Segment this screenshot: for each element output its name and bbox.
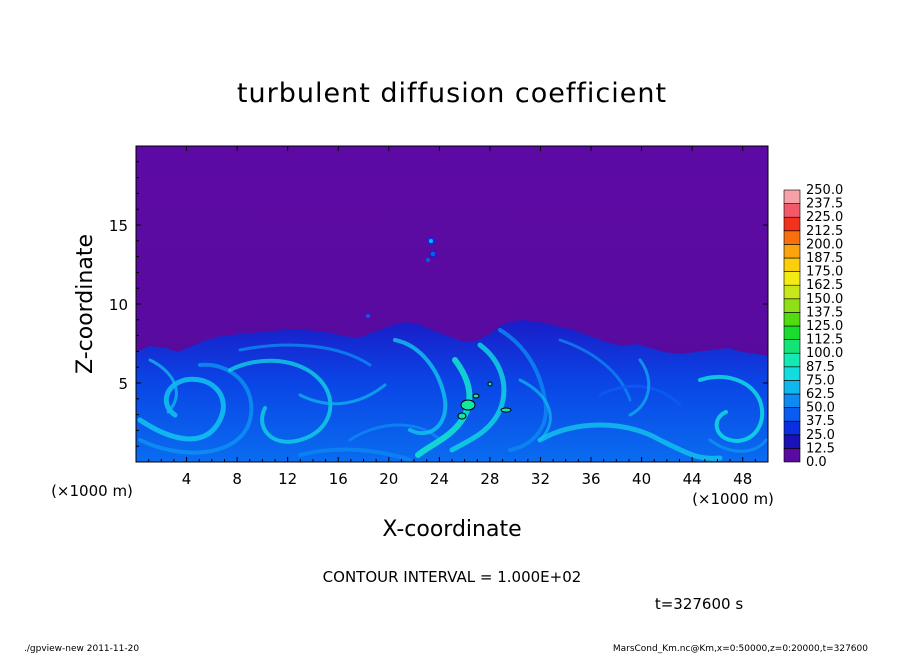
contour-interval: CONTOUR INTERVAL = 1.000E+02 (323, 568, 582, 586)
colorbar-swatch (783, 380, 801, 395)
colorbar-swatch (783, 298, 801, 313)
colorbar-swatch (783, 271, 801, 286)
x-tick-label: 4 (182, 470, 192, 488)
colorbar-label: 162.5 (806, 278, 843, 293)
colorbar-label: 125.0 (806, 319, 843, 334)
colorbar-swatch (783, 325, 801, 340)
x-tick-label: 24 (430, 470, 449, 488)
colorbar-label: 250.0 (806, 183, 843, 198)
colorbar: 0.012.525.037.550.062.575.087.5100.0112.… (783, 183, 843, 470)
y-axis: 5 10 15 (109, 161, 768, 447)
y-axis-label: Z-coordinate (73, 234, 98, 374)
y-tick-label: 10 (109, 296, 128, 314)
colorbar-swatch (783, 407, 801, 422)
colorbar-swatch (783, 189, 801, 204)
chart-title: turbulent diffusion coefficient (237, 78, 667, 109)
colorbar-swatch (783, 339, 801, 354)
colorbar-label: 87.5 (806, 360, 835, 375)
time-label: t=327600 s (655, 595, 743, 613)
colorbar-swatch (783, 366, 801, 381)
x-tick-label: 36 (581, 470, 600, 488)
colorbar-label: 137.5 (806, 305, 843, 320)
x-tick-label: 44 (683, 470, 702, 488)
x-tick-label: 40 (632, 470, 651, 488)
colorbar-swatch (783, 284, 801, 300)
colorbar-swatch (783, 216, 801, 232)
swirl-structures (137, 328, 768, 462)
colorbar-swatch (783, 434, 801, 449)
x-unit-label: (×1000 m) (692, 490, 774, 508)
colorbar-label: 237.5 (806, 197, 843, 212)
colorbar-label: 12.5 (806, 441, 835, 456)
x-axis: 4 8 12 16 20 24 28 32 36 40 44 48 (148, 146, 756, 488)
colorbar-swatch (783, 230, 801, 245)
colorbar-label: 225.0 (806, 210, 843, 225)
colorbar-label: 112.5 (806, 333, 843, 348)
colorbar-swatch (783, 203, 801, 218)
colorbar-swatch (783, 257, 801, 272)
x-tick-label: 32 (531, 470, 550, 488)
colorbar-label: 100.0 (806, 346, 843, 361)
colorbar-label: 187.5 (806, 251, 843, 266)
colorbar-label: 50.0 (806, 401, 835, 416)
colorbar-label: 62.5 (806, 387, 835, 402)
footer-right: MarsCond_Km.nc@Km,x=0:50000,z=0:20000,t=… (613, 644, 868, 654)
colorbar-label: 25.0 (806, 428, 835, 443)
colorbar-swatch (783, 420, 801, 436)
upper-blobs (366, 237, 437, 318)
x-tick-label: 48 (733, 470, 752, 488)
plot-area (136, 146, 768, 462)
x-tick-label: 12 (278, 470, 297, 488)
x-tick-label: 8 (232, 470, 242, 488)
colorbar-swatch (783, 448, 801, 463)
y-tick-label: 5 (118, 375, 128, 393)
colorbar-label: 175.0 (806, 265, 843, 280)
colorbar-label: 0.0 (806, 455, 827, 470)
y-unit-label: (×1000 m) (51, 482, 133, 500)
colorbar-label: 37.5 (806, 414, 835, 429)
colorbar-swatch (783, 352, 801, 368)
x-axis-label: X-coordinate (382, 517, 521, 542)
x-tick-label: 16 (329, 470, 348, 488)
bright-cores (457, 381, 512, 420)
colorbar-swatch (783, 244, 801, 259)
x-tick-label: 28 (480, 470, 499, 488)
colorbar-label: 150.0 (806, 292, 843, 307)
colorbar-label: 212.5 (806, 224, 843, 239)
colorbar-swatch (783, 312, 801, 327)
y-tick-label: 15 (109, 217, 128, 235)
colorbar-swatch (783, 393, 801, 408)
colorbar-label: 200.0 (806, 237, 843, 252)
colorbar-label: 75.0 (806, 373, 835, 388)
footer-left: ./gpview-new 2011-11-20 (24, 644, 139, 654)
x-tick-label: 20 (379, 470, 398, 488)
